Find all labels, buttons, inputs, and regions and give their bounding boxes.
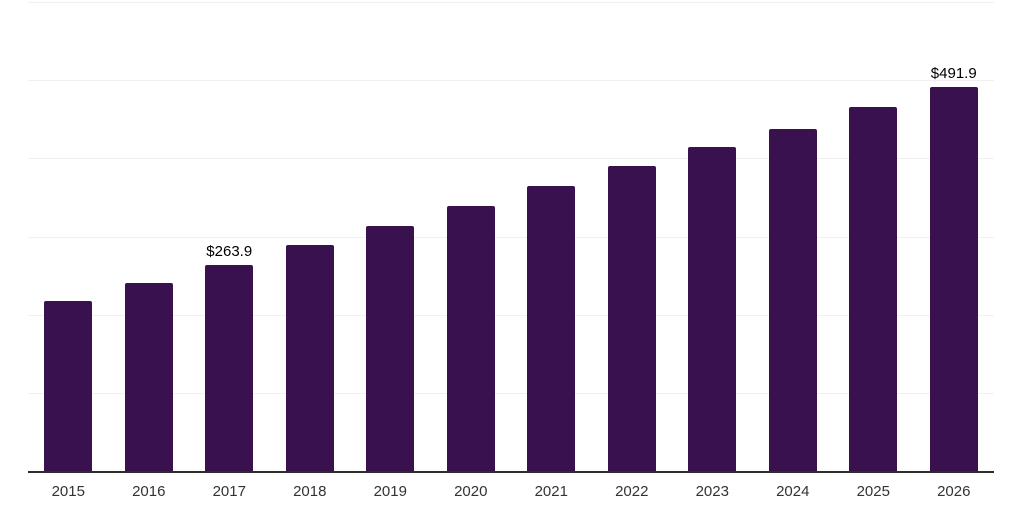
bar-2025 <box>849 107 898 471</box>
bar-2019 <box>366 225 415 471</box>
bars-row: $263.9 $491.9 <box>28 2 994 471</box>
data-label-2026: $491.9 <box>930 64 977 82</box>
gridline-500 <box>28 80 994 82</box>
x-tick-label-2025: 2025 <box>856 483 890 500</box>
bar-2024 <box>768 128 817 471</box>
x-axis-labels: 2015 2016 2017 2018 2019 2020 2021 2022 2023 2024… <box>28 482 994 502</box>
bar-slot-2015 <box>28 2 109 471</box>
bar-2020 <box>446 205 495 471</box>
bar-2016 <box>124 283 173 471</box>
gridline-300 <box>28 236 994 238</box>
bar-2018 <box>285 244 334 471</box>
plot-area: $263.9 $491.9 <box>28 2 994 473</box>
bar-slot-2025 <box>833 2 914 471</box>
bar-slot-2023 <box>672 2 753 471</box>
x-tick-label-2019: 2019 <box>373 483 407 500</box>
bar-2021 <box>527 185 576 471</box>
x-tick-label-2016: 2016 <box>132 483 166 500</box>
bar-slot-2022 <box>592 2 673 471</box>
x-tick-label-2022: 2022 <box>615 483 649 500</box>
x-tick-label-2023: 2023 <box>695 483 729 500</box>
x-tick-label-2026: 2026 <box>937 483 971 500</box>
x-tick-label-2024: 2024 <box>776 483 810 500</box>
gridline-400 <box>28 158 994 160</box>
x-tick-label-2018: 2018 <box>293 483 327 500</box>
bar-slot-2018 <box>270 2 351 471</box>
bar-slot-2020 <box>431 2 512 471</box>
bar-2015 <box>44 301 93 471</box>
bar-2023 <box>688 147 737 471</box>
x-tick-label-2015: 2015 <box>51 483 85 500</box>
bar-2017 <box>205 264 254 471</box>
bar-slot-2017: $263.9 <box>189 2 270 471</box>
bar-slot-2026: $491.9 <box>914 2 995 471</box>
bar-slot-2016 <box>109 2 190 471</box>
gridline-100 <box>28 392 994 394</box>
bar-2026 <box>929 86 978 471</box>
gridline-600 <box>28 2 994 3</box>
bar-slot-2021 <box>511 2 592 471</box>
x-tick-label-2017: 2017 <box>212 483 246 500</box>
gridline-200 <box>28 314 994 316</box>
x-tick-label-2021: 2021 <box>534 483 568 500</box>
data-label-2017: $263.9 <box>206 242 253 260</box>
x-tick-label-2020: 2020 <box>454 483 488 500</box>
bar-2022 <box>607 166 656 471</box>
bar-slot-2024 <box>753 2 834 471</box>
bar-slot-2019 <box>350 2 431 471</box>
